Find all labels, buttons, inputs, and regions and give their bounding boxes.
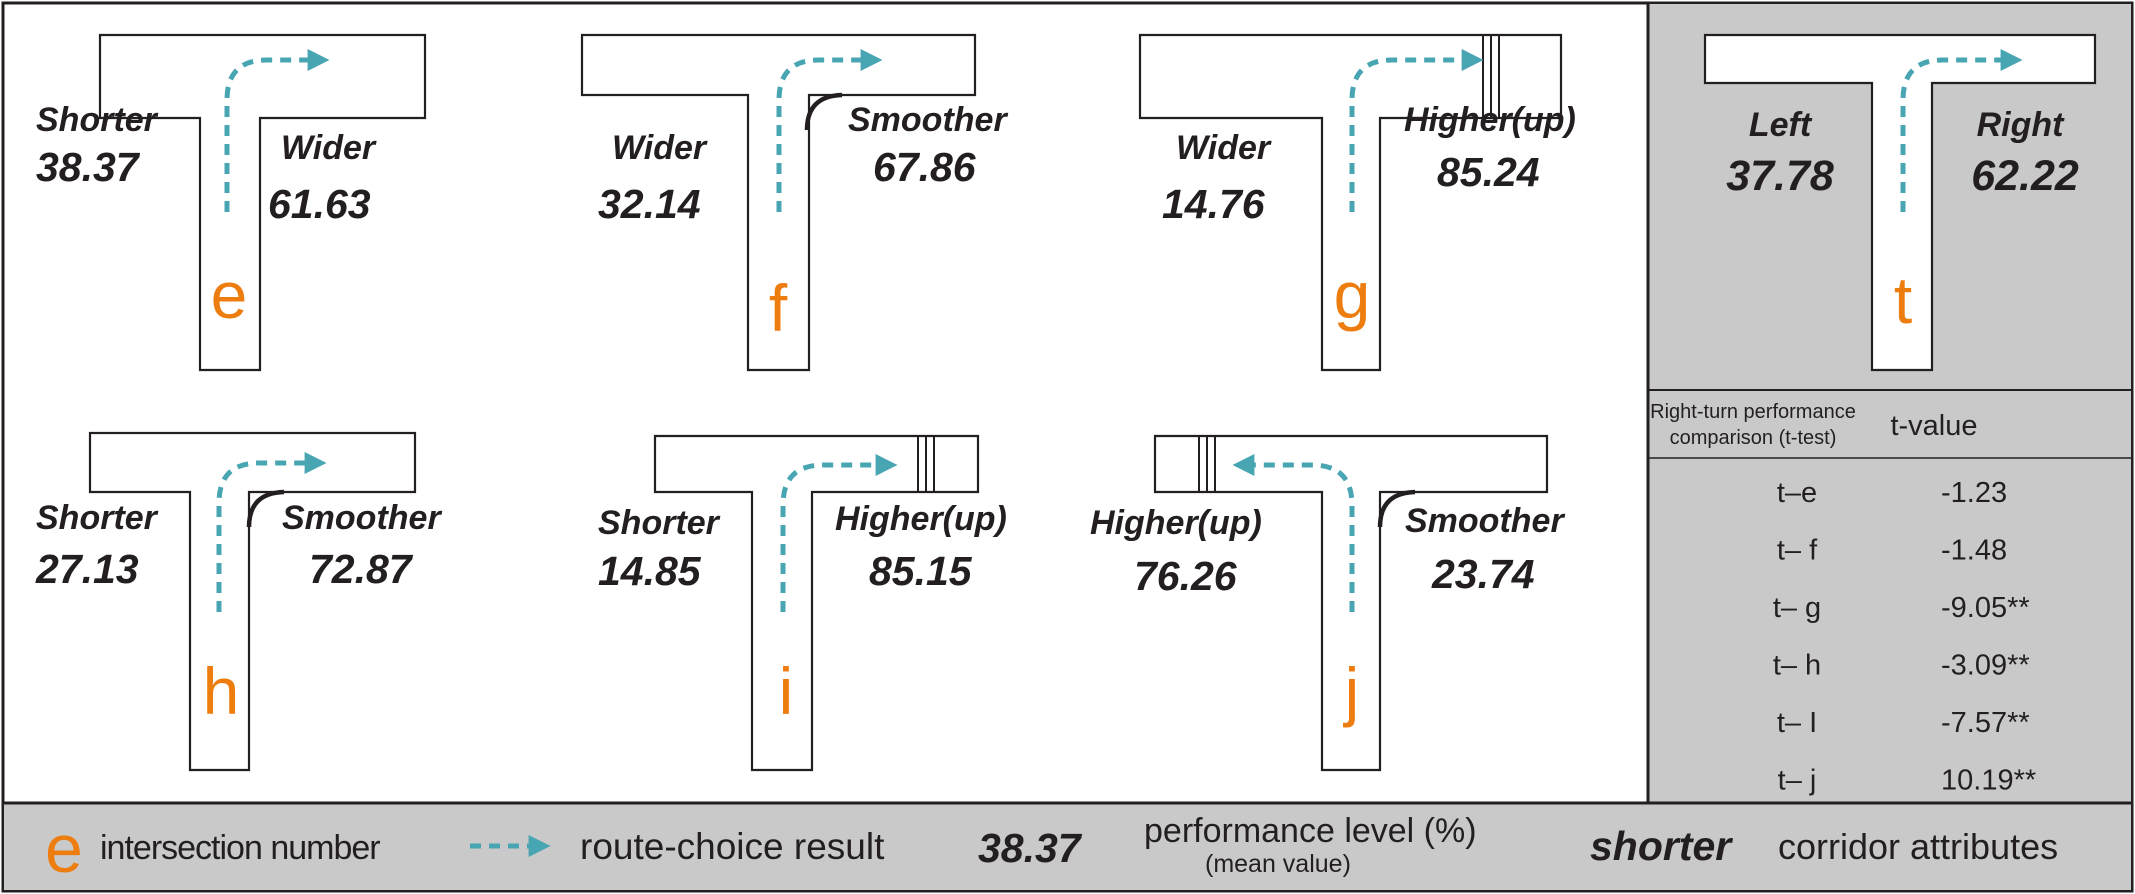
ttest-row-comparison: t– g (1773, 592, 1821, 624)
left-attribute-label: Shorter (36, 101, 159, 139)
ttest-row-value: -7.57** (1941, 707, 2030, 739)
intersection-number: t (1894, 263, 1912, 337)
ttest-row-comparison: t– I (1777, 707, 1817, 739)
left-performance-value: 38.37 (36, 144, 141, 190)
legend-intersection-letter: e (45, 811, 83, 887)
legend-performance-label: performance level (%) (1144, 812, 1477, 850)
intersection-diagram-h: h Shorter 27.13 Smoother 72.87 (35, 431, 442, 772)
route-choice-arrow (780, 453, 898, 612)
intersection-number: f (769, 271, 788, 345)
legend-performance-sub: (mean value) (1205, 850, 1351, 878)
right-attribute-label: Higher(up) (1404, 101, 1576, 139)
left-performance-value: 27.13 (35, 546, 139, 592)
ttest-row-value: -3.09** (1941, 650, 2030, 682)
intersection-diagram-e: e Shorter 38.37 Wider 61.63 (36, 33, 427, 372)
intersection-diagram-t: t Left 37.78 Right 62.22 (1703, 33, 2097, 372)
intersection-diagram-i: i Shorter 14.85 Higher(up) 85.15 (598, 434, 1007, 772)
corridor-shape (1703, 33, 2097, 372)
intersection-number: i (779, 654, 794, 728)
left-performance-value: 14.76 (1162, 181, 1266, 227)
left-performance-value: 14.85 (598, 548, 702, 594)
ttest-header-comparison-line1: Right-turn performance (1650, 401, 1856, 423)
smoother-corner (246, 489, 285, 528)
right-performance-value: 62.22 (1971, 152, 2079, 200)
right-attribute-label: Smoother (848, 101, 1008, 139)
right-performance-value: 67.86 (873, 144, 977, 190)
corridor-shape (88, 431, 417, 772)
ttest-row-value: -9.05** (1941, 592, 2030, 624)
ttest-header-comparison-line2: comparison (t-test) (1670, 427, 1837, 449)
right-performance-value: 23.74 (1431, 551, 1535, 597)
legend-sample-attribute: shorter (1590, 823, 1733, 869)
ttest-row-comparison: t– f (1777, 535, 1818, 567)
ttest-row-comparison: t– j (1778, 765, 1817, 797)
legend-sample-value: 38.37 (978, 825, 1083, 871)
smoother-corner (804, 92, 843, 131)
legend-attribute-label: corridor attributes (1778, 826, 2058, 867)
corridor-shape (98, 33, 427, 372)
right-performance-value: 85.15 (869, 548, 973, 594)
ttest-row-value: 10.19** (1941, 765, 2036, 797)
left-attribute-label: Wider (612, 129, 708, 167)
left-attribute-label: Higher(up) (1090, 504, 1262, 542)
ttest-header-value: t-value (1890, 410, 1977, 442)
corridor-shape (653, 434, 980, 772)
legend-bar-background (4, 804, 2131, 890)
route-choice-arrow (216, 451, 327, 612)
right-attribute-label: Smoother (282, 499, 442, 537)
left-attribute-label: Shorter (598, 504, 721, 542)
route-choice-arrow (1349, 48, 1484, 212)
route-choice-arrow (776, 48, 883, 212)
smoother-corner (1377, 489, 1416, 528)
ttest-row-value: -1.48 (1941, 535, 2007, 567)
route-choice-arrow (1232, 453, 1355, 612)
right-attribute-label: Higher(up) (835, 500, 1007, 538)
route-choice-arrow (1900, 48, 2023, 212)
legend-route-label: route-choice result (580, 826, 885, 867)
right-attribute-label: Smoother (1405, 502, 1565, 540)
intersection-diagram-f: f Wider 32.14 Smoother 67.86 (580, 33, 1008, 372)
intersection-number: g (1334, 258, 1371, 332)
ttest-row-comparison: t–e (1777, 477, 1817, 509)
intersection-diagram-g: g Wider 14.76 Higher(up) 85.24 (1138, 33, 1576, 372)
left-attribute-label: Shorter (36, 499, 159, 537)
intersection-number: h (203, 654, 240, 728)
right-performance-value: 72.87 (309, 546, 414, 592)
left-performance-value: 76.26 (1134, 553, 1238, 599)
right-performance-value: 85.24 (1437, 149, 1540, 195)
intersection-diagram-j: j Higher(up) 76.26 Smoother 23.74 (1090, 434, 1565, 772)
intersection-number: e (211, 258, 248, 332)
left-performance-value: 37.78 (1726, 152, 1834, 200)
left-performance-value: 32.14 (598, 181, 701, 227)
route-choice-arrow (224, 48, 330, 212)
intersection-number: j (1343, 654, 1360, 728)
right-attribute-label: Wider (281, 129, 377, 167)
right-attribute-label: Right (1977, 106, 2066, 144)
ttest-table: Right-turn performance comparison (t-tes… (1648, 401, 2131, 797)
legend-intersection-label: intersection number (100, 829, 380, 867)
left-attribute-label: Left (1749, 106, 1813, 144)
ttest-rows: t–e -1.23 t– f -1.48 t– g -9.05** t– h -3.09** t… (1773, 477, 2036, 797)
left-attribute-label: Wider (1176, 129, 1272, 167)
legend: e intersection number route-choice resul… (45, 811, 2058, 887)
right-performance-value: 61.63 (268, 181, 371, 227)
ttest-row-comparison: t– h (1773, 650, 1821, 682)
ttest-row-value: -1.23 (1941, 477, 2007, 509)
